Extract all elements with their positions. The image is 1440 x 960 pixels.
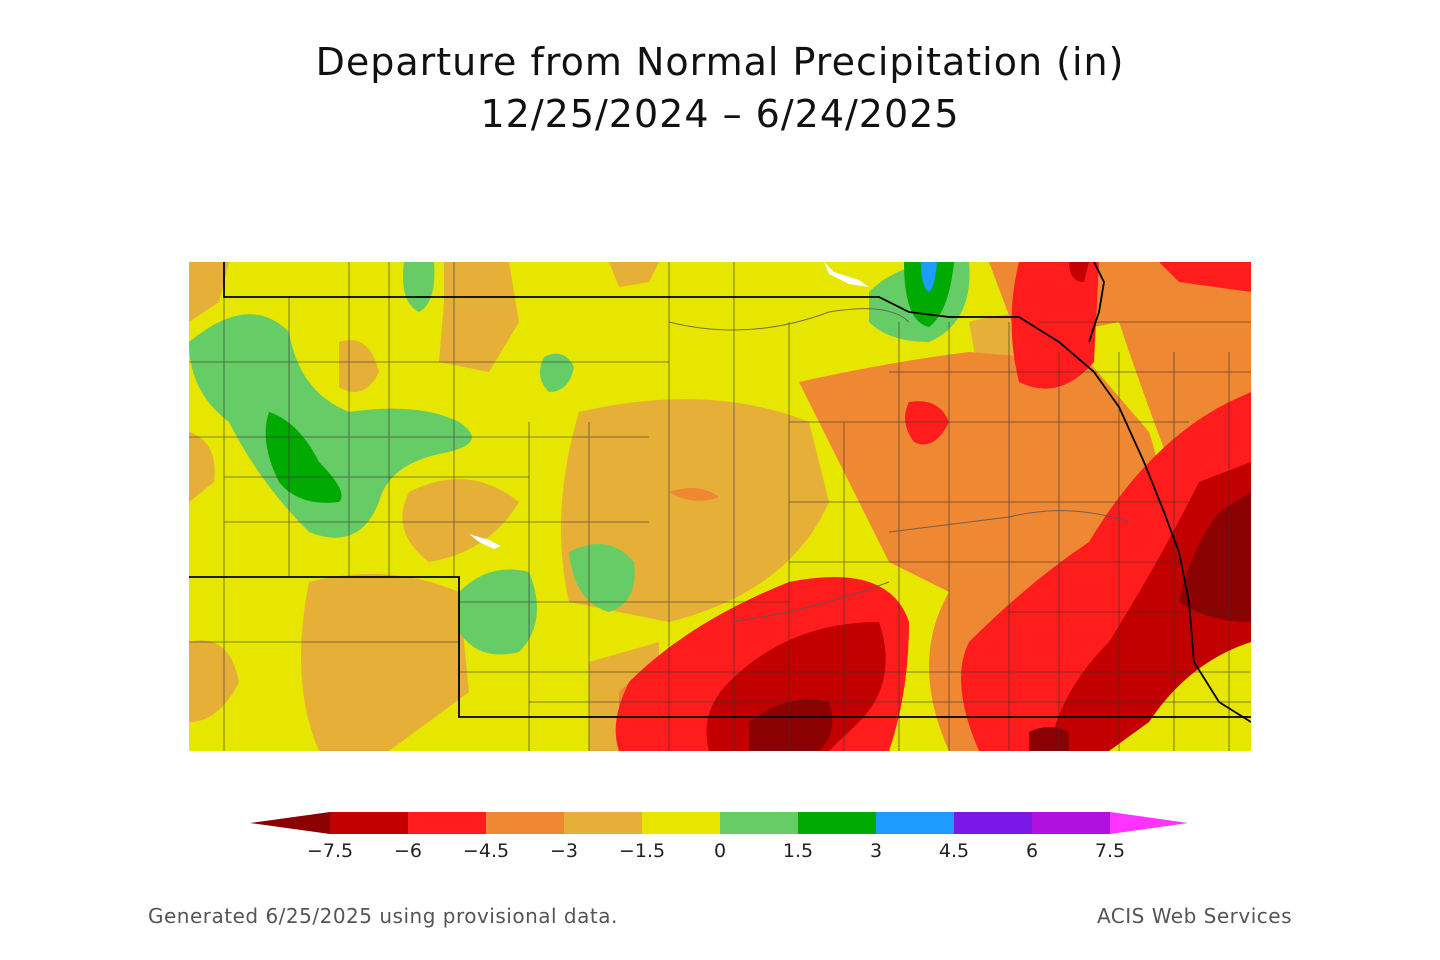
legend-label: −1.5 — [618, 840, 666, 862]
legend-swatch — [1032, 812, 1110, 834]
legend-swatch — [876, 812, 954, 834]
legend-swatch — [954, 812, 1032, 834]
legend-label: −3 — [549, 840, 579, 862]
legend-label: −6 — [393, 840, 423, 862]
rivers — [668, 308, 1130, 623]
lake-shape — [469, 534, 501, 549]
generated-note: Generated 6/25/2025 using provisional da… — [148, 904, 618, 928]
legend-swatch — [798, 812, 876, 834]
legend-label: 6 — [1025, 840, 1039, 862]
legend-swatch — [720, 812, 798, 834]
legend-low-arrow — [250, 812, 330, 834]
legend-swatch — [408, 812, 486, 834]
legend-label: 7.5 — [1094, 840, 1126, 862]
legend-label: −7.5 — [306, 840, 354, 862]
legend-swatch — [564, 812, 642, 834]
county-lines — [189, 262, 1251, 751]
legend-high-arrow — [1110, 812, 1188, 834]
source-credit: ACIS Web Services — [1096, 904, 1292, 928]
state-borders — [189, 262, 1251, 723]
reservoir-shape — [824, 262, 869, 287]
map-title: Departure from Normal Precipitation (in) — [315, 40, 1125, 84]
contour-darkred — [706, 262, 1251, 751]
legend-label: 3 — [869, 840, 883, 862]
legend-swatch — [642, 812, 720, 834]
contour-maroon — [749, 492, 1251, 751]
legend-label: 1.5 — [782, 840, 814, 862]
contour-green — [265, 262, 954, 503]
map-date-range: 12/25/2024 – 6/24/2025 — [480, 92, 960, 136]
legend-label: 0 — [713, 840, 727, 862]
legend-swatch — [330, 812, 408, 834]
legend-swatch — [486, 812, 564, 834]
legend-label: −4.5 — [462, 840, 510, 862]
contour-blue — [921, 262, 937, 292]
color-legend: −7.5 −6 −4.5 −3 −1.5 0 1.5 3 4.5 6 7.5 — [250, 812, 1190, 872]
legend-label: 4.5 — [938, 840, 970, 862]
precipitation-map — [189, 262, 1251, 751]
